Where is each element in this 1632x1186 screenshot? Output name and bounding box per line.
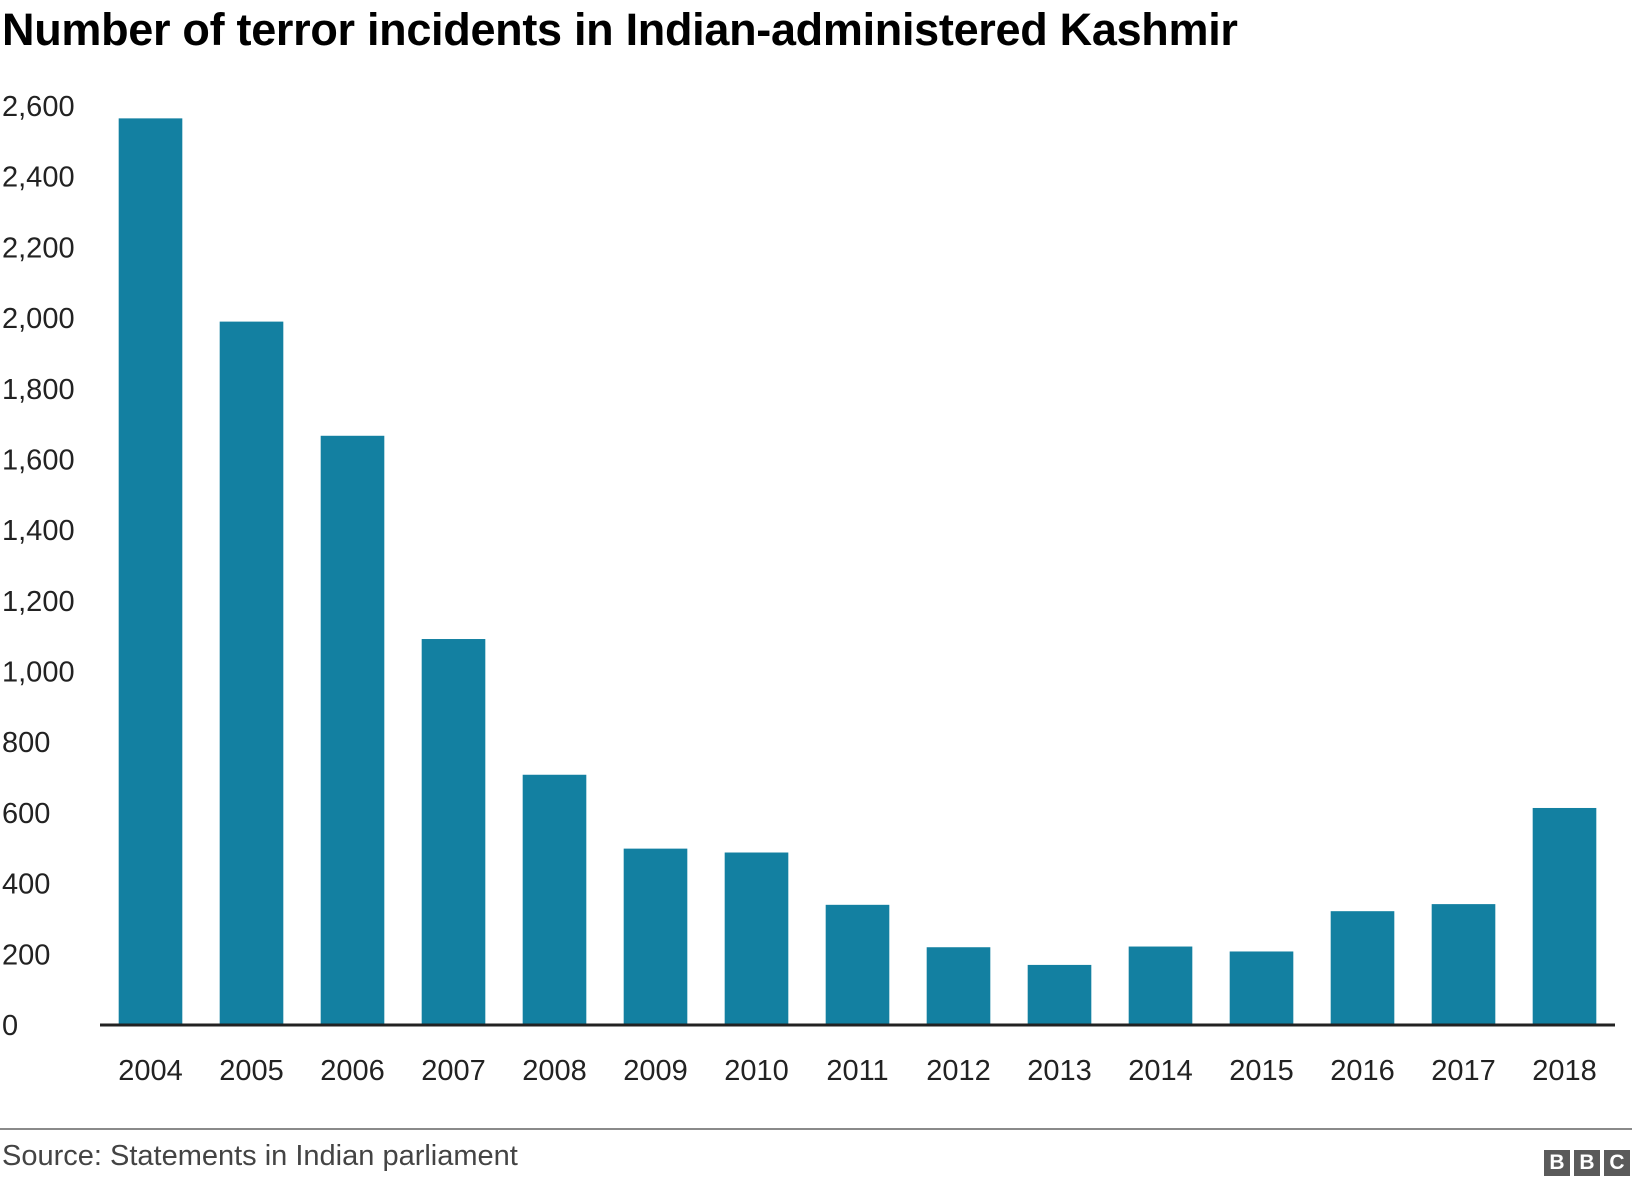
- x-axis: 2004 2005 2006 2007 2008 2009 2010 2011 2012 2013…: [118, 1055, 1597, 1087]
- y-tick-label: 1,600: [2, 444, 75, 476]
- x-tick-label: 2011: [826, 1055, 888, 1087]
- footer-divider: [0, 1128, 1632, 1130]
- x-tick-label: 2012: [926, 1055, 991, 1087]
- bar-2011: [825, 904, 890, 1025]
- x-tick-label: 2014: [1128, 1055, 1193, 1087]
- bar-2015: [1229, 951, 1294, 1025]
- y-tick-label: 2,200: [2, 232, 75, 264]
- x-tick-label: 2015: [1229, 1055, 1294, 1087]
- y-tick-label: 2,000: [2, 303, 75, 335]
- bar-chart: 0 200 400 600 800 1,000 1,200 1,400 1,600 1,800 2,…: [2, 91, 1615, 1087]
- x-tick-label: 2009: [623, 1055, 688, 1087]
- y-tick-label: 200: [2, 939, 50, 971]
- x-tick-label: 2004: [118, 1055, 183, 1087]
- chart-title: Number of terror incidents in Indian-adm…: [2, 4, 1238, 55]
- y-tick-label: 1,400: [2, 515, 75, 547]
- bbc-logo: B B C: [1544, 1150, 1630, 1176]
- bar-2012: [926, 947, 991, 1025]
- y-axis: 0 200 400 600 800 1,000 1,200 1,400 1,600 1,800 2,…: [2, 91, 75, 1042]
- source-note: Source: Statements in Indian parliament: [2, 1140, 518, 1172]
- bar-2010: [724, 852, 789, 1025]
- y-tick-label: 1,800: [2, 374, 75, 406]
- y-tick-label: 600: [2, 798, 50, 830]
- x-tick-label: 2018: [1532, 1055, 1597, 1087]
- x-tick-label: 2005: [219, 1055, 284, 1087]
- x-tick-label: 2006: [320, 1055, 385, 1087]
- bar-2005: [219, 321, 284, 1025]
- bbc-logo-letter-3: C: [1604, 1150, 1630, 1176]
- bar-2008: [522, 774, 587, 1025]
- x-tick-label: 2007: [421, 1055, 486, 1087]
- bar-2018: [1532, 807, 1597, 1025]
- bars: [118, 118, 1597, 1025]
- bbc-logo-letter-2: B: [1574, 1150, 1600, 1176]
- y-tick-label: 0: [2, 1010, 18, 1042]
- bar-2017: [1431, 904, 1496, 1025]
- y-tick-label: 2,400: [2, 162, 75, 194]
- bar-2006: [320, 435, 385, 1025]
- bbc-logo-letter-1: B: [1544, 1150, 1570, 1176]
- y-tick-label: 2,600: [2, 91, 75, 123]
- y-tick-label: 1,000: [2, 657, 75, 689]
- y-tick-label: 800: [2, 727, 50, 759]
- x-tick-label: 2017: [1431, 1055, 1496, 1087]
- y-tick-label: 400: [2, 869, 50, 901]
- bar-2014: [1128, 946, 1193, 1025]
- bar-2016: [1330, 911, 1395, 1025]
- bar-2009: [623, 848, 688, 1025]
- x-tick-label: 2016: [1330, 1055, 1395, 1087]
- bar-2004: [118, 118, 183, 1025]
- y-tick-label: 1,200: [2, 586, 75, 618]
- bar-2013: [1027, 964, 1092, 1025]
- x-tick-label: 2010: [724, 1055, 789, 1087]
- x-tick-label: 2013: [1027, 1055, 1092, 1087]
- x-tick-label: 2008: [522, 1055, 587, 1087]
- bar-2007: [421, 639, 486, 1025]
